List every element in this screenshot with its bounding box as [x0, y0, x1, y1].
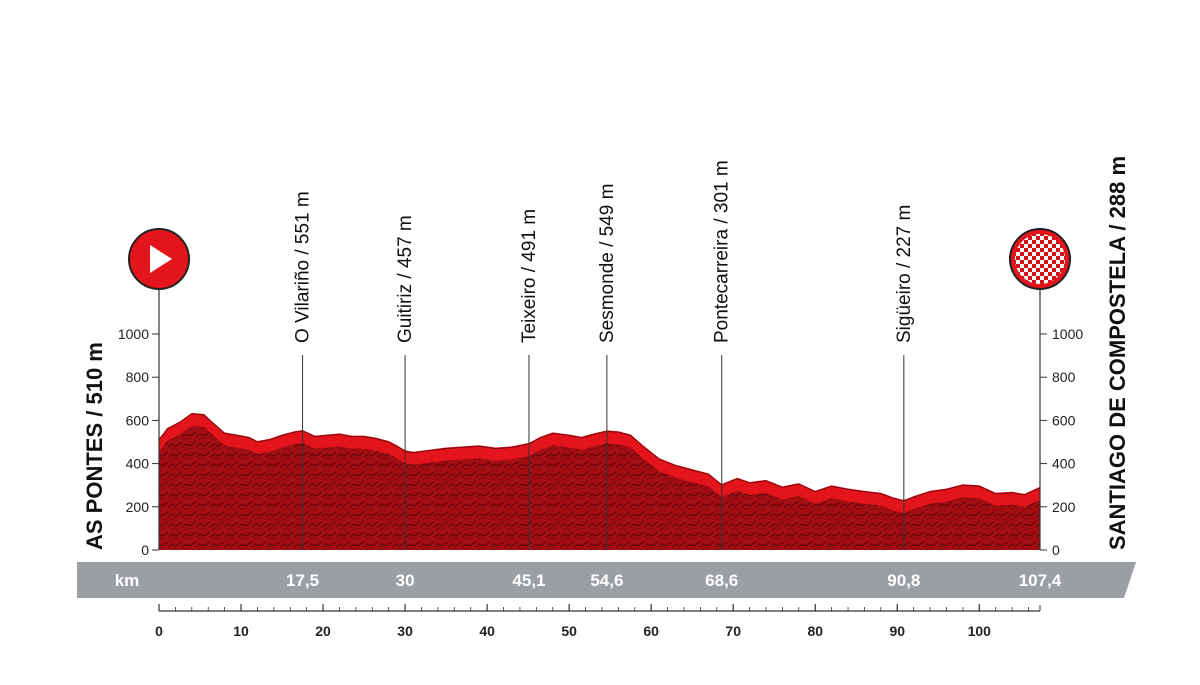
waypoint-km-label: 30	[396, 571, 415, 590]
y-tick-label-right: 400	[1052, 456, 1076, 472]
y-tick-label-left: 800	[126, 369, 150, 385]
x-tick-label: 60	[643, 623, 659, 639]
waypoint-label: Teixeiro / 491 m	[519, 209, 540, 343]
waypoint-km-label: 90,8	[887, 571, 920, 590]
y-tick-label-left: 200	[126, 499, 150, 515]
x-tick-label: 50	[561, 623, 577, 639]
checkered-flag-glyph	[1015, 234, 1065, 284]
waypoint-label: Guitiriz / 457 m	[395, 215, 416, 343]
waypoint-label: Sesmonde / 549 m	[597, 184, 618, 343]
x-tick-label: 20	[315, 623, 331, 639]
y-tick-label-right: 600	[1052, 412, 1076, 428]
x-tick-label: 30	[397, 623, 413, 639]
x-tick-label: 40	[479, 623, 495, 639]
waypoint-label: Pontecarreira / 301 m	[712, 160, 733, 343]
km-band-label: km	[115, 571, 140, 590]
finish-town-label: SANTIAGO DE COMPOSTELA / 288 m	[1105, 156, 1130, 550]
y-tick-label-left: 600	[126, 412, 150, 428]
waypoint-label: O Vilariño / 551 m	[293, 191, 314, 343]
x-tick-label: 0	[155, 623, 163, 639]
x-tick-label: 80	[807, 623, 823, 639]
y-tick-label-right: 1000	[1052, 326, 1083, 342]
y-tick-label-right: 0	[1052, 542, 1060, 558]
profile-area	[159, 425, 1040, 550]
start-town-label: AS PONTES / 510 m	[82, 342, 107, 550]
waypoint-km-label: 45,1	[512, 571, 545, 590]
waypoint-km-label: 54,6	[590, 571, 623, 590]
finish-km-label: 107,4	[1019, 571, 1062, 590]
x-tick-label: 100	[968, 623, 992, 639]
y-tick-label-right: 200	[1052, 499, 1076, 515]
waypoint-km-label: 68,6	[705, 571, 738, 590]
y-tick-label-left: 400	[126, 456, 150, 472]
waypoint-label: Sigüeiro / 227 m	[894, 205, 915, 343]
y-tick-label-left: 1000	[118, 326, 149, 342]
y-tick-label-right: 800	[1052, 369, 1076, 385]
profile-line	[158, 413, 1041, 502]
x-tick-label: 10	[233, 623, 249, 639]
km-band	[77, 562, 1136, 598]
waypoint-km-label: 17,5	[286, 571, 319, 590]
play-triangle-glyph	[150, 245, 172, 273]
x-tick-label: 90	[889, 623, 905, 639]
x-tick-label: 70	[725, 623, 741, 639]
y-tick-label-left: 0	[141, 542, 149, 558]
